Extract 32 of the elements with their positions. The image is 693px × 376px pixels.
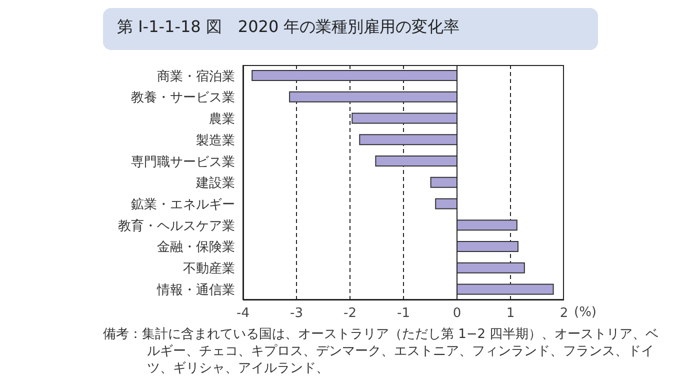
x-tick-label: -3 bbox=[290, 306, 303, 322]
bar bbox=[359, 134, 458, 146]
y-tick-label: 専門職サービス業 bbox=[131, 154, 235, 170]
bar bbox=[375, 156, 458, 167]
y-tick-label: 建設業 bbox=[195, 176, 235, 192]
chart-title: 第 I-1-1-18 図 2020 年の業種別雇用の変化率 bbox=[103, 8, 598, 50]
x-axis-title: (%) bbox=[574, 305, 596, 320]
y-tick-label: 教育・ヘルスケア業 bbox=[118, 218, 235, 234]
y-tick-label: 情報・通信業 bbox=[156, 282, 235, 298]
x-tick-label: -1 bbox=[397, 306, 410, 322]
bar bbox=[456, 262, 525, 274]
x-tick-label: -2 bbox=[344, 306, 356, 322]
y-tick-label: 不動産業 bbox=[183, 260, 235, 277]
text: 備考：集計に含まれている国は、オーストラリア（ただし第 1−2 四半期）、オーストリア、ベルギー、チェコ、キプロス、デンマーク、エストニア、フィンランド、フランス、ドイツ、ギリシャ、アイルランド、 bbox=[103, 326, 660, 376]
y-tick-label: 教養・サービス業 bbox=[131, 90, 235, 106]
x-tick-label: 0 bbox=[452, 306, 462, 322]
bar bbox=[252, 70, 458, 82]
y-tick-label: 農業 bbox=[209, 112, 235, 128]
x-tick-label: 2 bbox=[560, 306, 568, 322]
bar bbox=[289, 91, 458, 102]
y-tick-label: 鉱業・エネルギー bbox=[131, 197, 235, 212]
y-tick-label: 金融・保険業 bbox=[157, 240, 235, 256]
bar bbox=[456, 220, 518, 231]
y-tick-label: 製造業 bbox=[196, 133, 235, 148]
x-tick-label: 1 bbox=[506, 306, 515, 322]
bar bbox=[352, 112, 458, 124]
x-tick-label: -4 bbox=[236, 306, 250, 322]
bar bbox=[435, 198, 458, 210]
bar bbox=[456, 284, 554, 295]
bar bbox=[430, 176, 458, 188]
y-tick-label: 商業・宿泊業 bbox=[157, 68, 235, 84]
bar bbox=[456, 240, 518, 252]
